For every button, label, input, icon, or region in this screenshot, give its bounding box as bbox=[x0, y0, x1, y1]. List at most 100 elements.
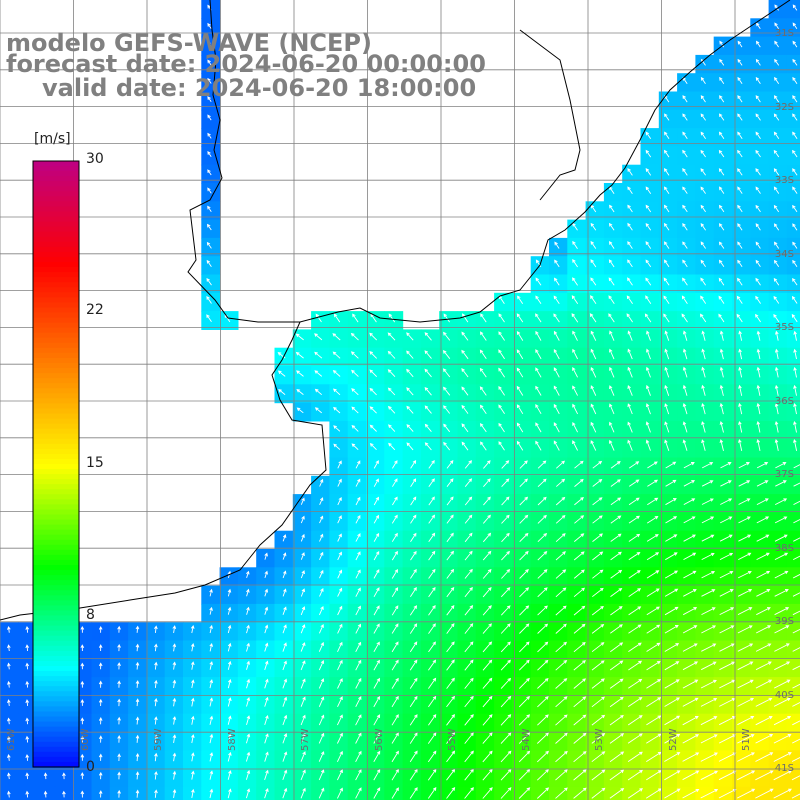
wind-arrow bbox=[701, 498, 714, 505]
wind-arrow bbox=[664, 570, 679, 579]
wind-arrow bbox=[517, 295, 524, 304]
wind-arrow bbox=[482, 732, 493, 744]
wind-arrow bbox=[664, 330, 670, 341]
wind-arrow bbox=[573, 642, 586, 653]
wind-arrow bbox=[610, 497, 622, 506]
colorbar-step bbox=[33, 312, 79, 319]
colorbar-step bbox=[33, 393, 79, 399]
wind-arrow bbox=[387, 332, 396, 341]
wind-arrow bbox=[738, 438, 743, 451]
wind-arrow bbox=[391, 641, 399, 653]
wind-arrow bbox=[337, 587, 343, 597]
wind-arrow bbox=[537, 677, 549, 689]
wind-arrow bbox=[718, 168, 725, 176]
wind-cell bbox=[475, 549, 495, 568]
wind-arrow bbox=[154, 716, 158, 725]
wind-arrow bbox=[264, 624, 269, 634]
wind-arrow bbox=[482, 787, 493, 799]
wind-arrow bbox=[682, 131, 688, 139]
colorbar-step bbox=[33, 267, 79, 273]
colorbar-step bbox=[33, 570, 79, 576]
wind-arrow bbox=[627, 751, 643, 762]
border-line bbox=[519, 29, 581, 201]
wind-arrow bbox=[282, 660, 287, 671]
colorbar-step bbox=[33, 565, 79, 571]
wind-arrow bbox=[737, 131, 743, 139]
wind-arrow bbox=[591, 642, 605, 653]
colorbar-step bbox=[33, 206, 79, 213]
wind-arrow bbox=[719, 402, 724, 415]
wind-arrow bbox=[719, 570, 734, 579]
wind-arrow bbox=[700, 277, 706, 286]
wind-arrow bbox=[792, 76, 798, 84]
wind-arrow bbox=[573, 551, 585, 561]
wind-arrow bbox=[775, 330, 779, 341]
wind-arrow bbox=[774, 661, 791, 671]
wind-arrow bbox=[718, 149, 725, 158]
wind-arrow bbox=[464, 677, 474, 689]
coastline bbox=[187, 0, 791, 323]
wind-arrow bbox=[391, 659, 399, 671]
wind-arrow bbox=[209, 642, 214, 652]
wind-arrow bbox=[387, 350, 396, 359]
wind-arrow bbox=[701, 625, 717, 634]
wind-arrow bbox=[738, 516, 751, 524]
colorbar-step bbox=[33, 292, 79, 298]
colorbar-step bbox=[33, 595, 79, 601]
wind-arrow bbox=[482, 586, 492, 598]
wind-arrow bbox=[355, 551, 361, 561]
wind-arrow bbox=[535, 422, 542, 433]
wind-arrow bbox=[719, 95, 725, 103]
wind-arrow bbox=[464, 714, 474, 726]
wind-arrow bbox=[609, 787, 625, 799]
wind-arrow bbox=[479, 404, 487, 414]
wind-arrow bbox=[664, 643, 680, 652]
wind-arrow bbox=[572, 440, 578, 451]
wind-arrow bbox=[428, 641, 436, 653]
wind-arrow bbox=[737, 661, 754, 671]
colorbar-step bbox=[33, 585, 79, 591]
wind-arrow bbox=[264, 678, 269, 689]
colorbar-step bbox=[33, 327, 79, 334]
wind-cell bbox=[402, 786, 422, 800]
wind-arrow bbox=[428, 514, 436, 524]
wind-arrow bbox=[737, 643, 754, 652]
wind-arrow bbox=[756, 402, 761, 415]
wind-arrow bbox=[443, 405, 451, 414]
colorbar-step bbox=[33, 519, 79, 526]
wind-cell bbox=[494, 622, 513, 642]
wind-arrow bbox=[793, 420, 797, 433]
wind-cell bbox=[18, 786, 38, 800]
wind-arrow bbox=[80, 735, 85, 743]
colorbar-step bbox=[33, 408, 79, 415]
wind-arrow bbox=[535, 277, 542, 286]
wind-cell bbox=[366, 512, 385, 532]
wind-arrow bbox=[719, 589, 734, 597]
wind-arrow bbox=[406, 368, 414, 378]
lon-label: 59W bbox=[153, 728, 164, 751]
wind-arrow bbox=[80, 772, 85, 780]
wind-arrow bbox=[610, 587, 623, 597]
wind-arrow bbox=[737, 113, 743, 121]
wind-arrow bbox=[300, 624, 306, 634]
wind-cell bbox=[530, 786, 550, 800]
wind-arrow bbox=[737, 241, 743, 249]
wind-arrow bbox=[663, 222, 670, 231]
wind-arrow bbox=[608, 259, 615, 268]
colorbar-step bbox=[33, 716, 79, 723]
wind-arrow bbox=[264, 769, 269, 781]
wind-arrow bbox=[553, 277, 560, 286]
wind-arrow bbox=[446, 568, 455, 579]
wind-arrow bbox=[665, 534, 678, 542]
wind-arrow bbox=[264, 642, 269, 652]
wind-cell bbox=[640, 457, 660, 477]
wind-arrow bbox=[701, 330, 706, 341]
wind-arrow bbox=[7, 772, 11, 780]
wind-arrow bbox=[590, 366, 597, 378]
wind-arrow bbox=[443, 423, 451, 433]
wind-arrow bbox=[792, 186, 798, 194]
wind-arrow bbox=[428, 460, 435, 469]
wind-cell bbox=[786, 512, 800, 532]
wind-arrow bbox=[646, 733, 662, 744]
wind-arrow bbox=[535, 259, 542, 268]
